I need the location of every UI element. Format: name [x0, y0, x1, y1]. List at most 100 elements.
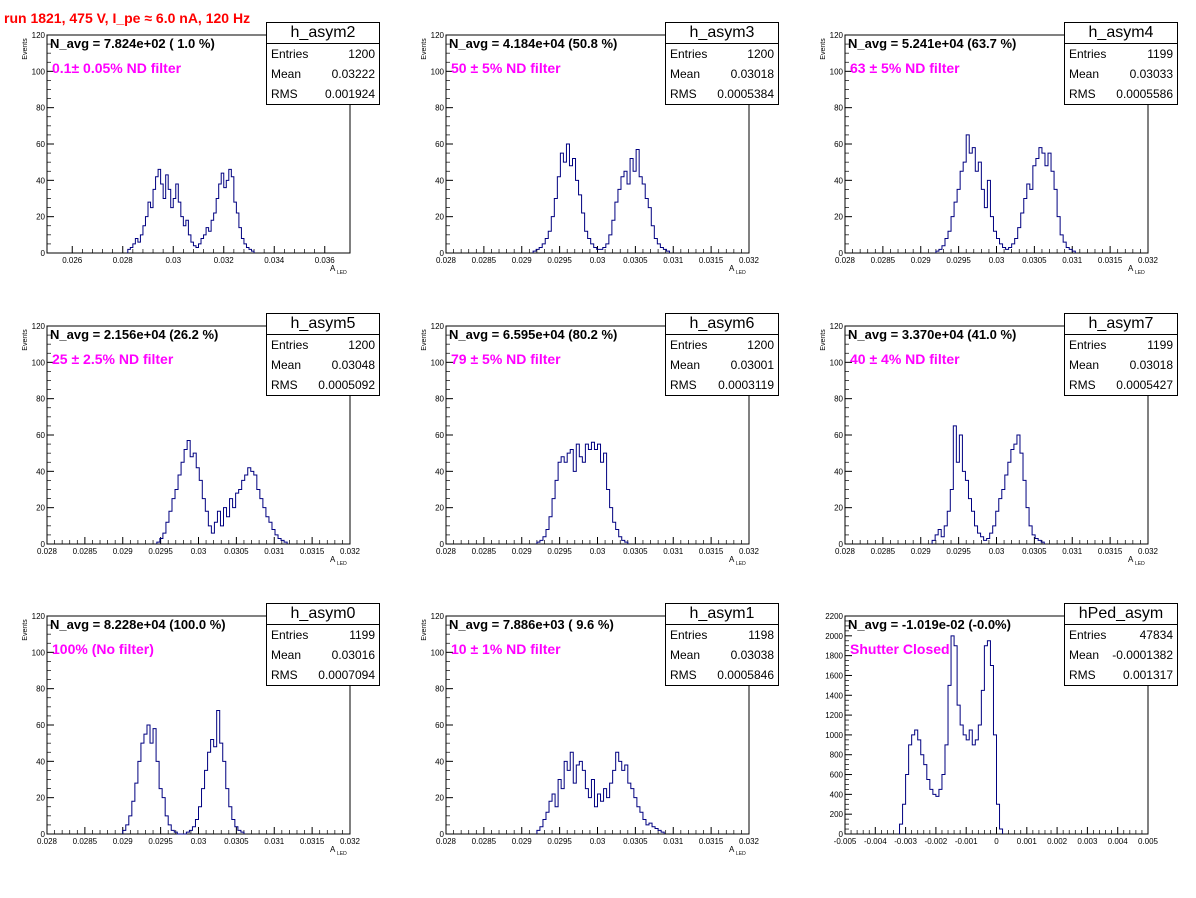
y-tick-label: 0: [839, 540, 844, 549]
y-axis-label: Events: [421, 38, 428, 60]
stats-mean-row: Mean 0.03048: [267, 355, 379, 375]
histogram-panel-hPed_asym: 0 200 400 600 800 1000 1200 1400 1600 1800 2000 220…: [798, 603, 1192, 898]
stats-rms-label: RMS: [271, 668, 298, 682]
y-tick-label: 1400: [825, 691, 843, 700]
histogram-panel-h_asym6: 0 20 40 60 80 100 120 0.028 0.0285 0.029 0.0295 0.0…: [399, 313, 793, 608]
stats-rms-label: RMS: [1069, 378, 1096, 392]
x-tick-label: 0.032: [739, 837, 760, 846]
x-tick-label: 0.0295: [547, 256, 572, 265]
stats-box: h_asym4 Entries 1199 Mean 0.03033 RMS 0.000558…: [1064, 22, 1178, 105]
stats-rms-value: 0.0005384: [717, 87, 774, 101]
x-tick-label: 0.029: [911, 256, 932, 265]
y-tick-label: 80: [435, 104, 444, 113]
x-tick-label: 0.0285: [73, 547, 98, 556]
x-tick-label: 0.029: [512, 837, 533, 846]
stats-entries-label: Entries: [670, 628, 708, 642]
stats-entries-value: 1199: [349, 628, 375, 642]
stats-mean-value: 0.03001: [730, 358, 774, 372]
x-tick-label: 0.0285: [472, 256, 497, 265]
x-tick-label: 0.0285: [871, 547, 896, 556]
stats-rms-row: RMS 0.0005427: [1065, 375, 1177, 395]
stats-rms-label: RMS: [1069, 668, 1096, 682]
y-tick-label: 20: [36, 504, 45, 513]
x-tick-label: 0.005: [1138, 837, 1159, 846]
stats-mean-label: Mean: [1069, 358, 1100, 372]
x-axis-label-subscript: LED: [1135, 270, 1145, 276]
histogram-series-h_asym0: [122, 709, 245, 835]
stats-rms-value: 0.0007094: [318, 668, 375, 682]
x-tick-label: 0.03: [191, 547, 207, 556]
histogram-plot-h_asym7: 0 20 40 60 80 100 120 0.028 0.0285 0.029 0.0295 0.0…: [820, 322, 1159, 567]
stats-rms-value: 0.001924: [324, 87, 375, 101]
stats-mean-value: 0.03222: [331, 67, 375, 81]
filter-label: 0.1± 0.05% ND filter: [52, 60, 182, 76]
x-tick-label: 0.0295: [148, 547, 173, 556]
stats-rms-value: 0.0005092: [318, 378, 375, 392]
stats-entries-row: Entries 1200: [666, 335, 778, 355]
y-tick-label: 40: [435, 757, 444, 766]
stats-rms-row: RMS 0.0005586: [1065, 84, 1177, 104]
x-tick-label: -0.004: [864, 837, 887, 846]
navg-label: N_avg = 7.824e+02 ( 1.0 %): [50, 36, 215, 51]
x-tick-label: 0.031: [663, 256, 684, 265]
y-tick-label: 0: [41, 830, 46, 839]
stats-rms-row: RMS 0.001317: [1065, 665, 1177, 685]
x-tick-label: 0.032: [1138, 547, 1159, 556]
y-tick-label: 100: [431, 358, 445, 367]
x-tick-label: 0.028: [436, 256, 457, 265]
x-axis-label: A: [729, 845, 735, 854]
filter-label: 100% (No filter): [52, 641, 154, 657]
filter-label: 25 ± 2.5% ND filter: [52, 351, 174, 367]
y-tick-label: 80: [36, 685, 45, 694]
x-tick-label: 0.0305: [623, 256, 648, 265]
histogram-name: h_asym3: [666, 23, 778, 44]
histogram-name: h_asym5: [267, 314, 379, 335]
y-tick-label: 120: [32, 322, 46, 331]
x-tick-label: 0.0295: [547, 837, 572, 846]
y-axis-label: Events: [421, 329, 428, 351]
stats-mean-label: Mean: [1069, 648, 1100, 662]
x-tick-label: 0.032: [340, 837, 361, 846]
y-tick-label: 0: [41, 540, 46, 549]
x-tick-label: 0.03: [165, 256, 181, 265]
histogram-series-h_asym6: [536, 441, 629, 544]
x-axis-label: A: [1128, 555, 1134, 564]
y-tick-label: 80: [435, 395, 444, 404]
stats-mean-value: 0.03038: [730, 648, 774, 662]
stats-rms-value: 0.0003119: [718, 378, 774, 392]
stats-mean-row: Mean 0.03222: [267, 64, 379, 84]
x-tick-label: 0.029: [512, 256, 533, 265]
y-tick-label: 40: [834, 467, 843, 476]
x-tick-label: 0.0305: [224, 547, 249, 556]
histogram-series-h_asym1: [536, 751, 665, 834]
x-tick-label: 0.03: [590, 837, 606, 846]
stats-entries-label: Entries: [1069, 338, 1107, 352]
x-tick-label: -0.002: [925, 837, 948, 846]
y-tick-label: 100: [32, 67, 46, 76]
x-axis-label-subscript: LED: [1135, 561, 1145, 567]
y-tick-label: 60: [435, 140, 444, 149]
histogram-name: h_asym0: [267, 604, 379, 625]
x-tick-label: -0.003: [894, 837, 917, 846]
histogram-panel-h_asym4: 0 20 40 60 80 100 120 0.028 0.0285 0.029 0.0295 0.0…: [798, 22, 1192, 317]
x-axis-label-subscript: LED: [337, 270, 347, 276]
stats-entries-value: 1199: [1147, 47, 1173, 61]
x-tick-label: 0.029: [911, 547, 932, 556]
stats-mean-label: Mean: [1069, 67, 1100, 81]
x-axis-label-subscript: LED: [736, 270, 746, 276]
stats-rms-row: RMS 0.0007094: [267, 665, 379, 685]
stats-mean-value: 0.03016: [331, 648, 375, 662]
x-tick-label: 0.031: [1062, 256, 1083, 265]
x-tick-label: 0.028: [835, 256, 856, 265]
stats-mean-row: Mean -0.0001382: [1065, 645, 1177, 665]
x-tick-label: 0.0295: [946, 256, 971, 265]
y-tick-label: 80: [435, 685, 444, 694]
x-tick-label: 0.03: [590, 256, 606, 265]
stats-rms-row: RMS 0.0003119: [666, 375, 778, 395]
stats-rms-row: RMS 0.0005092: [267, 375, 379, 395]
y-tick-label: 120: [830, 322, 844, 331]
y-tick-label: 0: [440, 830, 445, 839]
x-axis-label: A: [1128, 264, 1134, 273]
y-tick-label: 0: [440, 249, 445, 258]
y-tick-label: 20: [36, 213, 45, 222]
